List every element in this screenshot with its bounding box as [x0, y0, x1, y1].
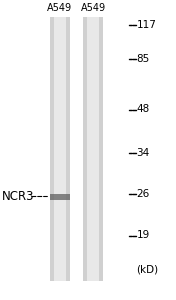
Bar — [87, 16, 99, 280]
Text: 48: 48 — [136, 104, 150, 115]
Bar — [50, 194, 70, 200]
Bar — [50, 16, 70, 280]
Text: 117: 117 — [136, 20, 156, 30]
Bar — [54, 16, 66, 280]
Text: 19: 19 — [136, 230, 150, 241]
Text: 85: 85 — [136, 53, 150, 64]
Text: A549: A549 — [47, 3, 72, 14]
Text: NCR3: NCR3 — [2, 190, 34, 203]
Text: (kD): (kD) — [136, 265, 159, 275]
Text: 26: 26 — [136, 189, 150, 200]
Text: A549: A549 — [81, 3, 106, 14]
Bar — [83, 16, 103, 280]
Text: 34: 34 — [136, 148, 150, 158]
